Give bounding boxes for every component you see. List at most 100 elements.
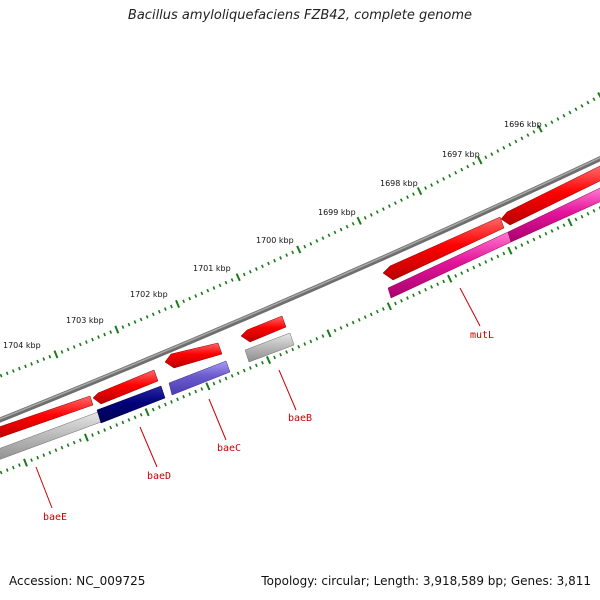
minor-tick <box>345 323 349 328</box>
minor-tick <box>24 364 27 369</box>
minor-tick <box>157 405 161 409</box>
gene-feature-baeC[interactable] <box>168 360 231 396</box>
minor-tick <box>357 318 361 322</box>
minor-tick <box>496 254 500 259</box>
minor-tick <box>254 267 258 271</box>
major-tick <box>326 329 332 338</box>
minor-tick <box>502 251 506 256</box>
minor-tick <box>309 242 313 246</box>
minor-tick <box>526 240 530 245</box>
gene-label-baeC[interactable]: baeC <box>217 443 241 454</box>
gene-label-mutL[interactable]: mutL <box>470 330 494 341</box>
minor-tick <box>544 123 548 128</box>
minor-tick <box>36 359 40 364</box>
cds-feature-baeE[interactable] <box>0 395 94 440</box>
minor-tick <box>248 366 252 370</box>
minor-tick <box>194 389 198 394</box>
minor-tick <box>66 347 70 352</box>
minor-tick <box>176 397 179 402</box>
minor-tick <box>490 257 494 261</box>
minor-tick <box>218 283 222 288</box>
minor-tick <box>430 183 434 187</box>
minor-tick <box>574 217 578 222</box>
minor-tick <box>399 198 403 202</box>
leader-line-baeC <box>208 398 227 441</box>
minor-tick <box>339 326 343 330</box>
scale-label-1704: 1704 kbp <box>3 341 41 350</box>
leader-line-baeB <box>278 369 297 411</box>
minor-tick <box>60 445 64 450</box>
minor-tick <box>164 307 167 311</box>
minor-tick <box>580 104 584 108</box>
minor-tick <box>133 415 137 420</box>
minor-tick <box>254 363 258 368</box>
minor-tick <box>224 376 228 381</box>
minor-tick <box>285 350 289 354</box>
minor-tick <box>30 362 33 366</box>
minor-tick <box>592 97 596 102</box>
minor-tick <box>0 470 3 475</box>
minor-tick <box>261 264 264 269</box>
minor-tick <box>212 286 216 290</box>
minor-tick <box>436 282 440 287</box>
minor-tick <box>66 443 70 447</box>
minor-tick <box>103 332 106 337</box>
minor-tick <box>562 223 566 227</box>
minor-tick <box>333 328 337 333</box>
minor-tick <box>520 136 524 141</box>
minor-tick <box>60 350 64 354</box>
minor-tick <box>18 366 21 371</box>
minor-tick <box>369 213 373 217</box>
gene-features <box>0 187 600 460</box>
minor-tick <box>139 412 143 417</box>
gene-label-baeD[interactable]: baeD <box>147 471 171 482</box>
gene-feature-baeD[interactable] <box>96 385 166 424</box>
minor-tick <box>363 216 367 220</box>
minor-tick <box>109 330 113 334</box>
minor-tick <box>145 315 149 319</box>
gene-label-baeE[interactable]: baeE <box>43 512 67 523</box>
genome-backbone <box>0 155 600 423</box>
major-tick <box>597 92 600 99</box>
minor-tick <box>508 142 512 147</box>
minor-tick <box>91 337 94 342</box>
major-tick <box>144 408 150 417</box>
minor-tick <box>436 180 440 184</box>
minor-tick <box>556 226 560 230</box>
minor-tick <box>72 345 76 349</box>
minor-tick <box>430 285 434 289</box>
inner-scale-ticks <box>0 206 600 475</box>
minor-tick <box>532 237 536 242</box>
cds-feature-baeD[interactable] <box>92 369 159 405</box>
minor-tick <box>454 171 458 175</box>
minor-tick <box>412 192 415 196</box>
cds-feature-mutL-b[interactable] <box>500 165 600 226</box>
cds-feature-baeB[interactable] <box>240 315 287 343</box>
minor-tick <box>42 453 46 457</box>
minor-tick <box>514 246 518 250</box>
minor-tick <box>206 288 210 293</box>
minor-tick <box>375 210 379 214</box>
minor-tick <box>375 309 379 314</box>
minor-tick <box>387 204 391 208</box>
gene-label-baeB[interactable]: baeB <box>288 413 312 424</box>
major-tick <box>356 216 362 225</box>
minor-tick <box>424 186 428 190</box>
minor-tick <box>109 425 113 430</box>
gene-feature-baeB[interactable] <box>244 332 295 363</box>
minor-tick <box>157 309 161 314</box>
cds-feature-baeC[interactable] <box>164 342 223 369</box>
minor-tick <box>182 299 186 304</box>
minor-tick <box>580 214 584 219</box>
minor-tick <box>592 209 596 213</box>
minor-tick <box>466 164 470 169</box>
minor-tick <box>127 418 131 422</box>
footer-topology: Topology: circular; Length: 3,918,589 bp… <box>261 574 591 588</box>
minor-tick <box>133 320 137 324</box>
cds-feature-mutL-a[interactable] <box>382 216 505 281</box>
minor-tick <box>279 256 283 260</box>
minor-tick <box>224 280 228 285</box>
minor-tick <box>121 325 125 329</box>
gene-feature-mutL-b[interactable] <box>507 187 600 243</box>
minor-tick <box>151 312 155 317</box>
